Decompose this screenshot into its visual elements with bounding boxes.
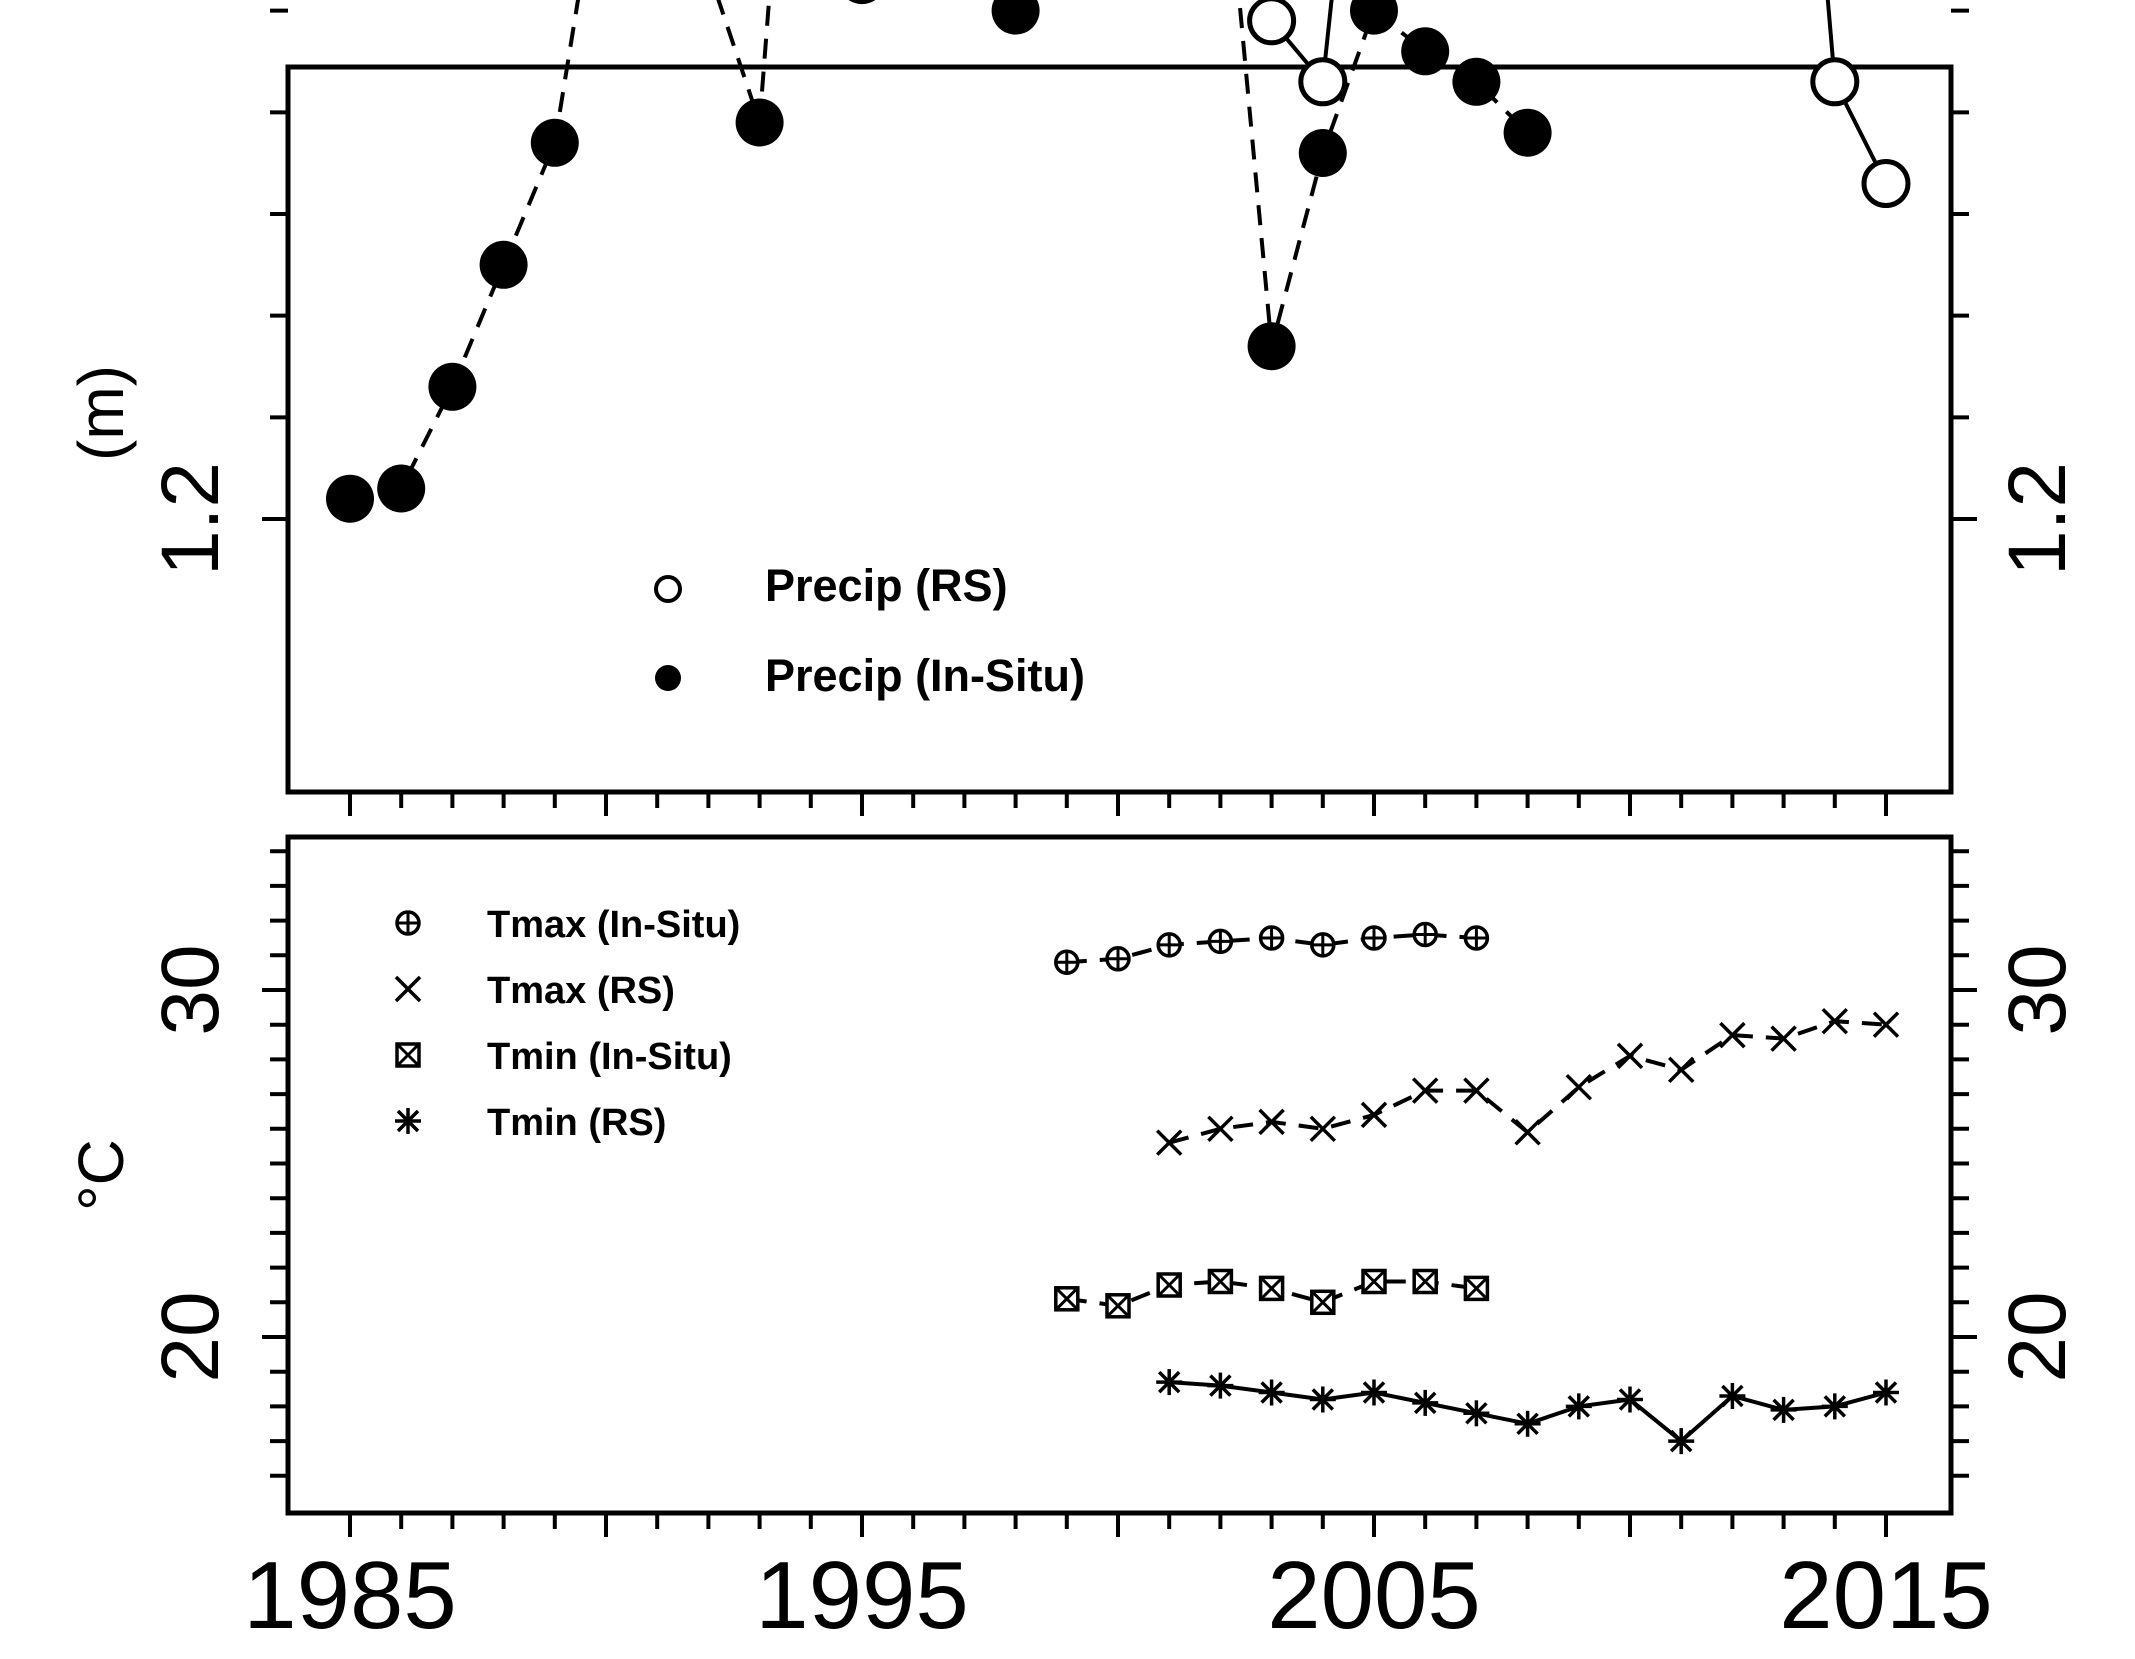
- temp-y-tick-label-left: 20: [145, 1291, 236, 1382]
- tmin-rs-point: [1463, 1400, 1490, 1427]
- tmax-rs-point: [1258, 1108, 1285, 1136]
- precip-y-tick-label-right: 1.2: [1992, 462, 2083, 576]
- precip-in-situ-point: [1401, 27, 1450, 76]
- legend-tmin-in-situ-icon: [395, 1042, 421, 1068]
- precip-in-situ-point: [1350, 0, 1398, 35]
- tmax-in-situ-point: [1156, 932, 1182, 958]
- tmin-rs-point: [1361, 1379, 1387, 1406]
- legend-tmin-rs-icon: [395, 1108, 421, 1134]
- tmax-rs-point: [1719, 1021, 1746, 1049]
- tmin-rs-point: [1617, 1386, 1643, 1413]
- legend-precip-rs-label: Precip (RS): [765, 560, 1008, 611]
- legend-filled-circle-icon: [655, 665, 681, 691]
- x-tick-label: 1995: [755, 1542, 969, 1649]
- precip-in-situ-point: [735, 98, 784, 147]
- tmax-in-situ-point: [1310, 932, 1336, 958]
- legend-tmax-in-situ-icon: [395, 910, 421, 936]
- precip-in-situ-point: [1247, 322, 1296, 371]
- tmin-rs-point: [1309, 1386, 1336, 1413]
- precip-rs-point: [1810, 57, 1860, 107]
- tmin-rs-point: [1719, 1383, 1746, 1409]
- x-tick-label: 2015: [1779, 1542, 1993, 1649]
- tmin-rs-point: [1156, 1369, 1183, 1396]
- tmin-in-situ-point: [1258, 1275, 1285, 1302]
- tmax-in-situ-point: [1361, 925, 1387, 951]
- precip-in-situ-point: [530, 118, 579, 167]
- x-tick-label: 1985: [243, 1542, 457, 1649]
- temp-y-tick-label-right: 30: [1992, 944, 2083, 1035]
- tmax-in-situ-point: [1105, 946, 1131, 972]
- tmax-in-situ-point: [1207, 928, 1234, 955]
- precip-in-situ-point: [479, 240, 528, 289]
- precip-in-situ-point: [991, 0, 1040, 35]
- precip-rs-line: [1267, 0, 1888, 185]
- precip-in-situ-point: [1503, 108, 1552, 157]
- legend-tmax-rs-label: Tmax (RS): [487, 970, 675, 1012]
- tmax-rs-point: [1411, 1077, 1439, 1104]
- precip-rs-point: [1861, 159, 1911, 208]
- tmax-rs-point: [1770, 1025, 1797, 1052]
- tmax-in-situ-point: [1054, 949, 1080, 975]
- tmin-rs-point: [1770, 1396, 1797, 1423]
- tmin-in-situ-point: [1105, 1293, 1131, 1319]
- tmin-rs-point: [1821, 1393, 1848, 1420]
- temp-y-tick-label-left: 30: [145, 944, 236, 1035]
- tmax-rs-point: [1463, 1077, 1490, 1104]
- precip-in-situ-point: [848, 0, 876, 5]
- tmin-in-situ-point: [1412, 1268, 1438, 1295]
- temperature-legend: Tmax (In-Situ) Tmax (RS) Tmin (In-Situ) Tmi…: [394, 904, 740, 1144]
- tmin-in-situ-point: [1361, 1268, 1387, 1295]
- precip-y-tick-label-left: 1.2: [145, 462, 236, 576]
- tmin-in-situ-point: [1207, 1268, 1234, 1295]
- precip-in-situ-point: [1298, 129, 1347, 177]
- temperature-y-axis-label: °C: [65, 1139, 137, 1211]
- precip-y-axis-label: (m): [65, 365, 137, 461]
- tmin-in-situ-point: [1156, 1272, 1182, 1298]
- tmax-rs-point: [1667, 1056, 1695, 1084]
- precip-panel: 1.21.82.4 1.21.82.4 (m) Precip (RS) Prec…: [65, 0, 2083, 816]
- tmin-rs-point: [1668, 1428, 1695, 1455]
- precip-rs-point: [1298, 57, 1348, 107]
- tmax-rs-point: [1309, 1115, 1337, 1143]
- tmin-rs-point: [1565, 1393, 1592, 1420]
- precip-in-situ-point: [428, 362, 477, 411]
- legend-tmax-in-situ-label: Tmax (In-Situ): [487, 904, 740, 946]
- tmin-in-situ-point: [1463, 1275, 1490, 1302]
- x-tick-label: 2005: [1267, 1542, 1481, 1649]
- tmin-rs-point: [1207, 1372, 1234, 1399]
- precip-in-situ-point: [1452, 57, 1501, 106]
- tmin-rs-point: [1258, 1379, 1285, 1406]
- legend-tmin-in-situ-label: Tmin (In-Situ): [487, 1036, 732, 1078]
- precip-rs-point: [1247, 0, 1297, 46]
- legend-open-circle-icon: [654, 575, 682, 603]
- tmin-rs-point: [1873, 1379, 1899, 1406]
- legend-precip-insitu-label: Precip (In-Situ): [765, 650, 1085, 701]
- precip-legend: Precip (RS) Precip (In-Situ): [654, 560, 1085, 701]
- tmax-rs-point: [1207, 1115, 1234, 1143]
- tmin-in-situ-point: [1054, 1286, 1080, 1312]
- precip-in-situ-point: [326, 474, 374, 523]
- tmax-rs-point: [1616, 1042, 1644, 1070]
- tmax-rs-point: [1514, 1119, 1541, 1146]
- tmax-in-situ-point: [1412, 921, 1438, 948]
- tmax-rs-point: [1872, 1011, 1900, 1038]
- tmax-rs-point: [1155, 1129, 1183, 1156]
- temperature-panel: 20 30 20 30 1985 1995 2005 2015 °C Tmax (In-S…: [65, 834, 2083, 1649]
- tmax-in-situ-point: [1463, 925, 1490, 951]
- precip-in-situ-point: [377, 464, 426, 513]
- tmax-rs-point: [1360, 1101, 1388, 1129]
- legend-tmin-rs-label: Tmin (RS): [487, 1102, 666, 1144]
- legend-tmax-rs-icon: [394, 975, 422, 1003]
- tmax-rs-line: [1168, 1019, 1887, 1145]
- tmax-in-situ-point: [1258, 925, 1285, 951]
- tmin-rs-point: [1412, 1389, 1439, 1416]
- temp-y-tick-label-right: 20: [1992, 1291, 2083, 1382]
- tmin-rs-point: [1514, 1410, 1541, 1437]
- tmin-in-situ-point: [1310, 1289, 1336, 1316]
- tmax-rs-point: [1565, 1073, 1593, 1101]
- tmax-rs-point: [1821, 1007, 1849, 1035]
